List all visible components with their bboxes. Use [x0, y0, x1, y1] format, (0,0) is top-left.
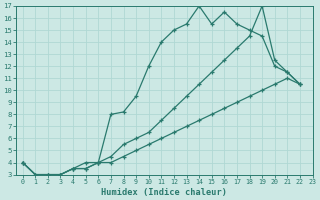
- X-axis label: Humidex (Indice chaleur): Humidex (Indice chaleur): [101, 188, 228, 197]
